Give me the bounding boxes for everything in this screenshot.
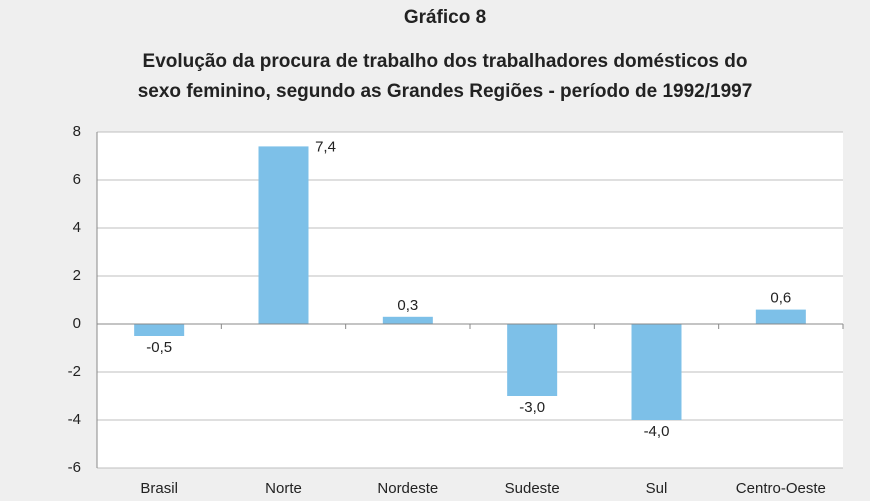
y-tick-label: 0 — [73, 315, 81, 332]
x-tick-label: Nordeste — [377, 480, 438, 497]
x-tick-label: Centro-Oeste — [736, 480, 826, 497]
chart-title: Gráfico 8 — [404, 7, 486, 28]
data-label: -0,5 — [146, 339, 172, 356]
x-tick-label: Sul — [646, 480, 668, 497]
y-tick-label: -2 — [68, 363, 81, 380]
data-label: -4,0 — [644, 423, 670, 440]
bar — [134, 324, 185, 336]
y-tick-label: -6 — [68, 459, 81, 476]
data-label: 0,6 — [770, 290, 791, 307]
data-label: 0,3 — [397, 297, 418, 314]
bar — [631, 324, 682, 420]
data-label: 7,4 — [315, 138, 336, 155]
bar — [382, 316, 433, 324]
y-tick-label: 6 — [73, 171, 81, 188]
y-tick-label: 4 — [73, 219, 81, 236]
x-tick-label: Norte — [265, 480, 302, 497]
x-tick-label: Sudeste — [505, 480, 560, 497]
x-tick-label: Brasil — [140, 480, 178, 497]
chart-subtitle: Evolução da procura de trabalho dos trab… — [143, 51, 748, 72]
y-tick-label: -4 — [68, 411, 81, 428]
bar — [507, 324, 558, 396]
plot-area — [97, 132, 843, 468]
bar — [755, 309, 806, 324]
y-tick-label: 2 — [73, 267, 81, 284]
bar — [258, 146, 309, 324]
chart-subtitle: sexo feminino, segundo as Grandes Regiõe… — [138, 81, 753, 102]
y-tick-label: 8 — [73, 123, 81, 140]
data-label: -3,0 — [519, 399, 545, 416]
